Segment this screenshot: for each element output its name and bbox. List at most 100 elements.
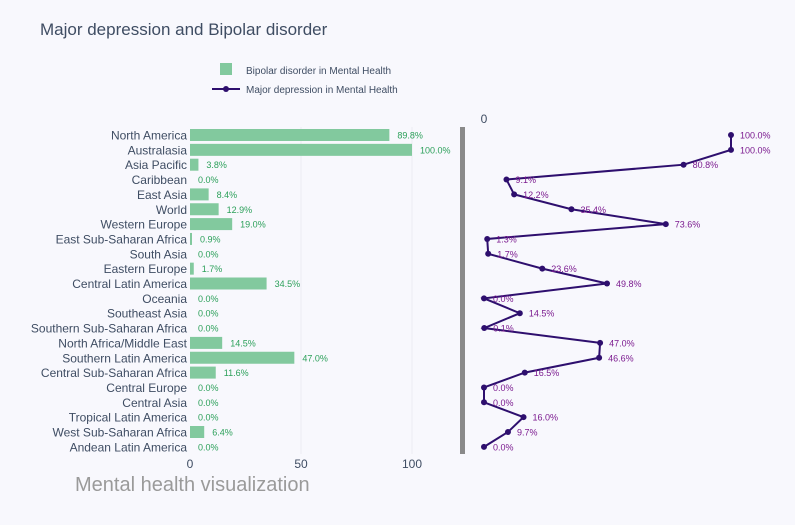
bar-value-label: 47.0% bbox=[302, 353, 328, 363]
line-value-label: 0.1% bbox=[493, 324, 514, 334]
line-value-label: 9.7% bbox=[517, 428, 538, 438]
line-series: 100.0% 100.0% 80.8% 9.1% 12.2% 35.4% 73.6% 1.3%… bbox=[480, 131, 771, 452]
line-point bbox=[597, 339, 604, 346]
line-point bbox=[728, 132, 734, 138]
gridlines bbox=[300, 127, 413, 454]
bar-value-label: 14.5% bbox=[230, 338, 256, 348]
bar bbox=[190, 336, 223, 349]
bar-value-label: 89.8% bbox=[397, 131, 423, 141]
line-value-label: 80.8% bbox=[693, 160, 719, 170]
bar-value-label: 11.6% bbox=[224, 368, 249, 378]
category-label: South Asia bbox=[130, 247, 188, 261]
line-point bbox=[481, 384, 487, 391]
legend-label-bipolar: Bipolar disorder in Mental Health bbox=[246, 66, 391, 77]
line-point bbox=[484, 235, 491, 242]
line-value-label: 0.0% bbox=[493, 442, 514, 452]
category-label: Central Europe bbox=[106, 381, 187, 395]
bar bbox=[190, 262, 194, 275]
bar-value-label: 0.0% bbox=[198, 175, 219, 185]
bar bbox=[190, 277, 267, 290]
bar-value-label: 100.0% bbox=[420, 145, 451, 155]
line-axis-tick-label: 0 bbox=[481, 112, 488, 126]
category-label: Central Sub-Saharan Africa bbox=[41, 366, 187, 380]
bar-axis-tick-label: 50 bbox=[294, 457, 308, 471]
line-point bbox=[520, 414, 527, 421]
category-label: Australasia bbox=[128, 143, 188, 157]
line-point bbox=[481, 399, 487, 406]
legend[interactable]: Bipolar disorder in Mental Health Major … bbox=[212, 63, 398, 96]
line-path bbox=[480, 135, 732, 448]
bar bbox=[190, 426, 205, 438]
category-label: Southern Sub-Saharan Africa bbox=[31, 322, 187, 336]
line-value-label: 16.0% bbox=[533, 413, 559, 423]
bar-value-label: 0.0% bbox=[198, 413, 219, 423]
bar bbox=[190, 232, 192, 245]
axis-divider bbox=[460, 127, 465, 454]
line-point bbox=[511, 191, 518, 198]
line-point bbox=[504, 429, 511, 435]
line-value-label: 23.6% bbox=[551, 264, 577, 274]
line-point bbox=[728, 146, 734, 153]
bar-series: 89.8% 100.0% 3.8% 0.0% 8.4% 12.9% 19.0% 0.9% 0.0… bbox=[190, 129, 451, 452]
bar-axis-ticks: 0 50 100 bbox=[187, 457, 423, 471]
bar-value-label: 8.4% bbox=[217, 190, 238, 200]
legend-marker-depression bbox=[223, 86, 229, 92]
legend-swatch-bipolar bbox=[220, 63, 232, 75]
category-label: East Sub-Saharan Africa bbox=[56, 232, 188, 246]
line-point bbox=[604, 280, 611, 287]
line-point bbox=[481, 295, 487, 302]
bar-value-label: 0.9% bbox=[200, 234, 221, 244]
line-point bbox=[539, 265, 546, 272]
category-label: Asia Pacific bbox=[125, 158, 187, 172]
line-point bbox=[521, 369, 528, 376]
bar-value-label: 12.9% bbox=[227, 205, 253, 215]
category-label: Oceania bbox=[142, 292, 187, 306]
category-label: Central Latin America bbox=[72, 277, 187, 291]
line-value-label: 1.7% bbox=[497, 249, 518, 259]
line-value-label: 1.3% bbox=[496, 234, 517, 244]
chart-title: Major depression and Bipolar disorder bbox=[40, 20, 328, 39]
line-point bbox=[481, 325, 488, 332]
line-value-label: 9.1% bbox=[515, 175, 536, 185]
bar-value-label: 0.0% bbox=[198, 309, 219, 319]
line-axis-ticks: 0 bbox=[481, 112, 488, 126]
bar bbox=[190, 188, 209, 201]
bar bbox=[190, 129, 390, 141]
category-label: Southern Latin America bbox=[62, 351, 187, 365]
bar-value-label: 0.0% bbox=[198, 249, 219, 259]
category-label: Central Asia bbox=[122, 396, 187, 410]
category-label: North Africa/Middle East bbox=[58, 336, 187, 350]
bar-value-label: 6.4% bbox=[212, 428, 233, 438]
line-point bbox=[485, 250, 492, 257]
bar-value-label: 19.0% bbox=[240, 220, 266, 230]
category-label: Southeast Asia bbox=[107, 307, 187, 321]
bar-value-label: 3.8% bbox=[206, 160, 227, 170]
line-value-label: 0.0% bbox=[493, 383, 514, 393]
category-label: Caribbean bbox=[132, 173, 187, 187]
line-value-label: 46.6% bbox=[608, 353, 634, 363]
line-value-label: 16.5% bbox=[534, 368, 560, 378]
bar-axis-tick-label: 0 bbox=[187, 457, 194, 471]
bar-value-label: 0.0% bbox=[198, 442, 219, 452]
line-value-label: 47.0% bbox=[609, 338, 635, 348]
bar-value-label: 0.0% bbox=[198, 324, 219, 334]
bar-value-label: 34.5% bbox=[275, 279, 301, 289]
line-value-label: 14.5% bbox=[529, 309, 555, 319]
category-label: Andean Latin America bbox=[70, 440, 188, 454]
bar bbox=[190, 218, 233, 231]
category-label: North America bbox=[111, 129, 187, 143]
bar bbox=[190, 351, 295, 364]
line-point bbox=[680, 161, 687, 168]
bar-value-label: 0.0% bbox=[198, 398, 219, 408]
category-label: World bbox=[156, 203, 187, 217]
bar-value-label: 1.7% bbox=[202, 264, 223, 274]
bar bbox=[190, 158, 199, 171]
category-label: Eastern Europe bbox=[104, 262, 188, 276]
category-label: West Sub-Saharan Africa bbox=[52, 426, 187, 440]
line-value-label: 35.4% bbox=[580, 205, 606, 215]
bar-value-label: 0.0% bbox=[198, 383, 219, 393]
line-value-label: 0.0% bbox=[493, 398, 514, 408]
line-value-label: 100.0% bbox=[740, 131, 771, 141]
line-point bbox=[568, 206, 575, 213]
